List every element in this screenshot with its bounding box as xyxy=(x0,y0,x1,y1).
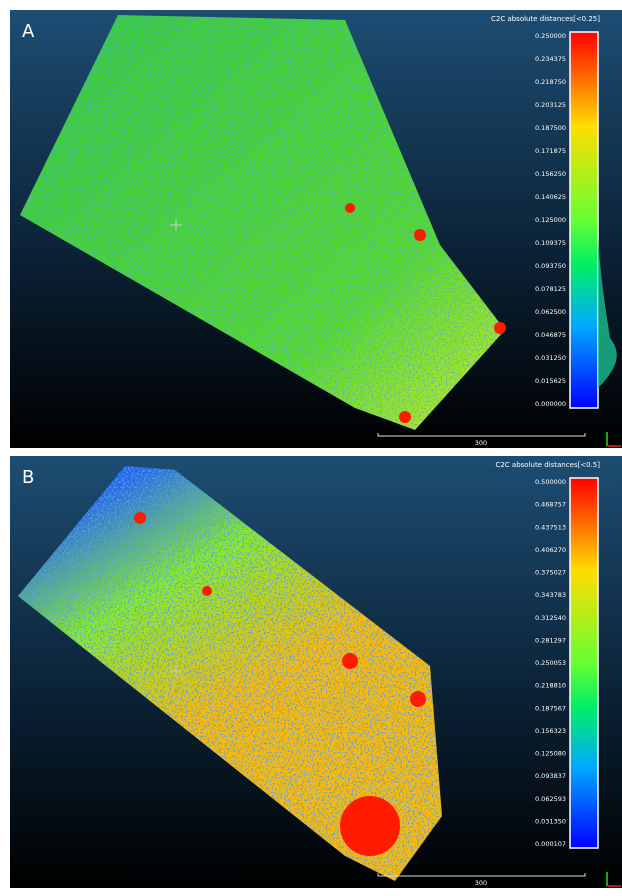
outlier-patch xyxy=(414,229,426,241)
scale-tick-label: 0.343783 xyxy=(535,591,566,599)
scale-tick-label: 0.250000 xyxy=(535,32,566,40)
scale-tick-label: 0.093750 xyxy=(535,262,566,270)
scale-tick-label: 0.015625 xyxy=(535,377,566,385)
scale-tick-label: 0.140625 xyxy=(535,193,566,201)
outlier-patch xyxy=(399,411,411,423)
scale-tick-label: 0.375027 xyxy=(535,569,566,577)
outlier-patch xyxy=(345,203,355,213)
scale-tick-label: 0.046875 xyxy=(535,331,566,339)
scale-tick-label: 0.203125 xyxy=(535,101,566,109)
scale-title: C2C absolute distances[<0.5] xyxy=(495,461,600,469)
scale-tick-label: 0.125000 xyxy=(535,216,566,224)
scale-tick-label: 0.218750 xyxy=(535,78,566,86)
outlier-patch xyxy=(494,322,506,334)
viewport-panel: B C2C absolute distances[<0.5] 0.500000 0.4… xyxy=(10,456,622,888)
scale-tick-label: 0.250053 xyxy=(535,659,566,667)
scale-tick-label: 0.156250 xyxy=(535,170,566,178)
scale-bar-label: 300 xyxy=(475,439,487,447)
scale-tick-label: 0.125080 xyxy=(535,750,566,758)
scale-tick-label: 0.062500 xyxy=(535,308,566,316)
scale-tick-label: 0.187567 xyxy=(535,704,566,712)
panel-label: A xyxy=(22,21,35,42)
screenshot: A C2C absolute distances[<0.25] 0.250000 0.… xyxy=(0,0,622,896)
scale-tick-label: 0.078125 xyxy=(535,285,566,293)
color-scale xyxy=(570,478,598,848)
scale-tick-label: 0.000107 xyxy=(535,840,566,848)
scale-tick-label: 0.109375 xyxy=(535,239,566,247)
scale-tick-label: 0.093837 xyxy=(535,772,566,780)
scale-title: C2C absolute distances[<0.25] xyxy=(491,15,600,23)
outlier-patch xyxy=(202,586,212,596)
outlier-patch xyxy=(342,653,358,669)
scale-tick-label: 0.312540 xyxy=(535,614,566,622)
scale-tick-label: 0.156323 xyxy=(535,727,566,735)
scale-tick-label: 0.031350 xyxy=(535,817,566,825)
scale-tick-label: 0.234375 xyxy=(535,55,566,63)
outlier-patch xyxy=(340,796,400,856)
scale-tick-label: 0.500000 xyxy=(535,478,566,486)
panel-label: B xyxy=(22,467,34,488)
scale-tick-label: 0.171875 xyxy=(535,147,566,155)
scale-tick-label: 0.218810 xyxy=(535,682,566,690)
scale-tick-label: 0.000000 xyxy=(535,400,566,408)
outlier-patch xyxy=(410,691,426,707)
scale-tick-label: 0.031250 xyxy=(535,354,566,362)
scale-bar-label: 300 xyxy=(475,879,487,887)
scale-tick-label: 0.062593 xyxy=(535,795,566,803)
scale-tick-label: 0.281297 xyxy=(535,636,566,644)
scale-tick-label: 0.468757 xyxy=(535,501,566,509)
color-scale xyxy=(570,32,598,408)
scale-tick-label: 0.437513 xyxy=(535,523,566,531)
viewport-panel: A C2C absolute distances[<0.25] 0.250000 0.… xyxy=(10,10,622,448)
scale-tick-label: 0.187500 xyxy=(535,124,566,132)
scale-tick-label: 0.406270 xyxy=(535,546,566,554)
outlier-patch xyxy=(134,512,146,524)
